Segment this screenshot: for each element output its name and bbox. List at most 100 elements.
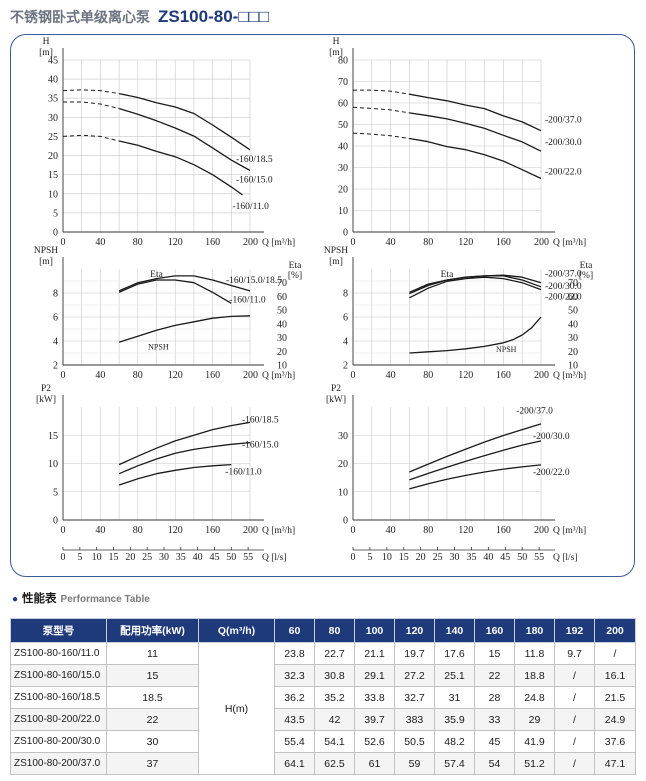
e160-series-label: -160/15.0/18.5 [226,276,282,286]
header-flow: 192 [554,618,595,643]
p200-x2-tick-label: 35 [466,552,476,563]
e160-y2-tick-label: 20 [277,347,287,358]
e200-y-tick-label: 4 [343,337,348,348]
cell-head-value: 30.8 [314,664,355,687]
cell-head-value: 43.5 [274,708,315,731]
e200-x-tick-label: 200 [534,370,549,381]
p160-x2-tick-label: 10 [92,552,102,563]
h160-x-axis-label: Q [m³/h] [262,238,295,248]
e160-series-line [118,279,232,304]
cell-head-value: 17.6 [434,642,475,665]
h160-x-tick-label: 200 [243,237,258,248]
e160-y2-tick-label: 10 [277,361,287,372]
cell-head-value: 24.8 [514,686,555,709]
header-model: 泵型号 [10,618,107,643]
p200-series-label: -200/37.0 [516,407,553,417]
p200-y-tick-label: 0 [343,516,348,527]
e200-y-tick-label: 8 [343,289,348,300]
e200-y-tick-label: 2 [343,361,348,372]
p200-x-tick-label: 0 [351,525,356,536]
p200-x2-axis-label: Q [l/s] [553,553,578,563]
e160-x-tick-label: 40 [95,370,105,381]
h160-series-dashed-line [62,89,120,95]
cell-model: ZS100-80-160/11.0 [10,642,107,665]
h200-series-label: -200/30.0 [545,138,582,148]
p160-x-tick-label: 160 [205,525,220,536]
table-row: ZS100-80-200/37.0 37 64.1 62.5 61 59 57.4 54 51.… [10,752,636,775]
e200-series-label: -200/37.0 [545,270,582,280]
h200-series-dashed-line [352,132,410,139]
cell-head-value: 16.1 [594,664,636,687]
p200-series-label: -200/22.0 [533,468,570,478]
p160-y-tick-label: 5 [53,487,58,498]
h160-y-tick-label: 10 [48,189,58,200]
e160-series-line [118,315,251,343]
p200-x2-tick-label: 55 [534,552,544,563]
header-flow: 140 [434,618,475,643]
header-power: 配用功率(kW) [106,618,199,643]
h200-y-tick-label: 40 [338,142,348,153]
e160-npsh-curve-label: NPSH [148,342,169,351]
p160-x2-tick-label: 20 [125,552,135,563]
h160-x-tick-label: 120 [168,237,183,248]
cell-head-value: 25.1 [434,664,475,687]
p200-x2-tick-label: 15 [399,552,409,563]
e160-x-tick-label: 120 [168,370,183,381]
h200-x-tick-label: 120 [458,237,473,248]
cell-head-value: 61 [354,752,395,775]
e200-x-tick-label: 80 [423,370,433,381]
h200-y-tick-label: 70 [338,77,348,88]
e200-x-tick-label: 0 [351,370,356,381]
cell-power: 18.5 [106,686,199,709]
p160-x-axis-label: Q [m³/h] [262,526,295,536]
h200-y-axis-unit: [m] [329,48,343,58]
e160-y2-tick-label: 40 [277,319,287,330]
p160-series-line [118,421,251,466]
cell-head-value: 62.5 [314,752,355,775]
cell-head-value: 45 [474,730,515,753]
h160-y-tick-label: 40 [48,75,58,86]
cell-head-value: 21.5 [594,686,636,709]
h160-x-tick-label: 80 [133,237,143,248]
e200-y2-axis-unit: [%] [579,271,593,281]
header-flow: 160 [474,618,515,643]
table-row: ZS100-80-160/15.0 15 32.3 30.8 29.1 27.2 25.1 2… [10,664,636,687]
cell-head-value: / [554,686,595,709]
cell-head-value: 59 [394,752,435,775]
p200-x2-tick-label: 30 [450,552,460,563]
cell-head-value: 51.2 [514,752,555,775]
e160-y-tick-label: 2 [53,361,58,372]
p160-y-tick-label: 10 [48,459,58,470]
section-title-cn: 性能表 [22,591,57,605]
p200-y-tick-label: 10 [338,487,348,498]
table-row: ZS100-80-200/22.0 22 43.5 42 39.7 383 35.9 33 29… [10,708,636,731]
cell-head-value: 21.1 [354,642,395,665]
cell-head-value: 57.4 [434,752,475,775]
header-flow: 180 [514,618,555,643]
e160-y2-axis-label: Eta [289,261,302,271]
cell-head-value: 11.8 [514,642,555,665]
e200-y2-tick-label: 70 [568,278,578,289]
p200-x-tick-label: 160 [496,525,511,536]
p200-x-tick-label: 40 [386,525,396,536]
cell-head-value: 47.1 [594,752,636,775]
h160-series-dashed-line [63,101,120,109]
h200-y-tick-label: 20 [338,185,348,196]
e160-y2-tick-label: 30 [277,333,287,344]
p160-x2-tick-label: 0 [61,552,66,563]
h200-y-tick-label: 60 [338,99,348,110]
p200-series-line [409,440,542,481]
e200-y2-tick-label: 20 [568,347,578,358]
h160-y-tick-label: 20 [48,151,58,162]
p200-x2-tick-label: 25 [433,552,443,563]
h160-y-tick-label: 0 [53,228,58,239]
p160-x-tick-label: 0 [61,525,66,536]
e200-eta-curve-label: Eta [441,270,454,280]
h200-y-tick-label: 0 [343,228,348,239]
p200-y-axis-unit: [kW] [326,395,346,405]
h200-series-dashed-line [353,89,410,95]
e200-series-line [409,275,542,295]
e200-x-tick-label: 40 [386,370,396,381]
e200-x-tick-label: 120 [458,370,473,381]
